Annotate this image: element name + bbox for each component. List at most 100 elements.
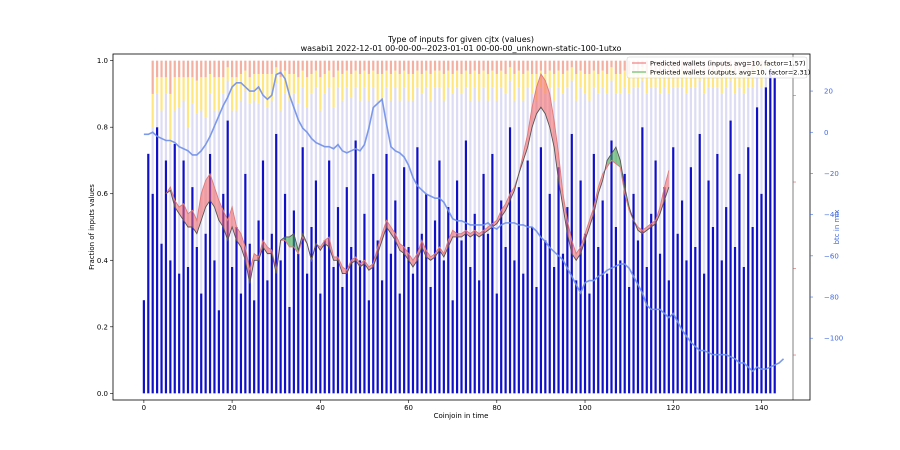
bar-segment [270,73,273,101]
bar-segment [160,110,163,244]
fill-between-segment [368,263,374,271]
bar-segment [394,60,397,71]
bar-segment [535,286,538,394]
y-tick-label: 0.8 [97,124,108,132]
bar-segment [438,70,441,88]
bar-segment [579,70,582,88]
bar-segment [394,200,397,394]
bar-segment [486,100,490,234]
bar-segment [235,227,238,394]
bar-segment [513,73,516,101]
bar-segment [716,87,719,154]
bar-segment [261,60,265,74]
bar-segment [398,73,401,101]
bar-segment [208,93,212,154]
bar-segment [725,70,728,88]
bar-segment [354,87,357,141]
bar-segment [733,73,737,94]
bar-segment [350,246,353,394]
bar-segment [169,93,172,144]
fill-between-segment [576,246,581,261]
bar-segment [314,180,318,394]
bar-segment [689,167,692,394]
fill-between-segment [386,220,391,234]
bar-segment [694,70,697,88]
bar-segment [142,300,145,394]
bar-segment [173,77,176,111]
bar-segment [403,60,406,71]
y-tick-label: 1.0 [97,57,108,65]
bar-segment [508,60,512,68]
bar-segment [195,80,198,114]
fill-between-segment [351,256,356,264]
bar-segment [447,87,450,208]
bar-segment [539,87,543,148]
bar-segment [733,246,737,394]
bar-segment [425,60,428,71]
bar-segment [407,73,410,101]
bar-segment [341,73,344,101]
fill-between-segment [554,120,559,181]
bar-segment [566,70,569,88]
bar-segment [376,240,379,394]
bar-segment [464,60,468,71]
bar-segment [226,67,229,81]
bar-segment [182,60,185,78]
bar-segment [160,77,163,111]
right-tick-label: −40 [824,211,839,219]
bar-segment [253,300,256,394]
bar-segment [297,253,300,394]
bar-segment [306,77,309,108]
bar-segment [628,93,631,287]
fill-between-segment [646,223,652,231]
bar-segment [222,60,225,78]
bar-segment [208,153,212,394]
bar-segment [491,60,494,71]
bar-segment [394,87,397,201]
bar-segment [575,100,578,281]
fill-between-segment [417,240,422,261]
bar-segment [592,153,595,394]
bar-segment [650,213,653,394]
bar-segment [156,93,159,128]
bar-segment [380,73,384,101]
bar-segment [248,60,251,78]
bar-segment [261,93,265,161]
fill-between-segment [439,246,444,257]
bar-segment [420,93,423,234]
bar-segment [566,87,569,208]
x-tick-label: 140 [755,404,768,412]
bar-segment [380,60,384,74]
bar-segment [292,73,295,94]
bar-segment [328,87,331,161]
bar-segment [522,60,525,74]
bar-segment [588,60,591,74]
bar-segment [425,87,428,194]
bar-segment [442,100,445,261]
bar-segment [526,60,529,71]
bar-segment [332,77,335,108]
bar-segment [698,80,701,134]
fill-between-segment [245,246,250,284]
fill-between-segment [474,230,480,237]
bar-segment [495,73,498,101]
right-tick-label: 20 [824,88,833,96]
bar-segment [513,60,516,74]
bar-segment [579,180,582,394]
plot-frame [112,53,811,401]
bar-segment [526,87,529,161]
bar-segment [610,80,613,141]
bar-segment [742,93,745,267]
bar-segment [747,87,750,148]
bar-segment [323,240,326,394]
fill-between-segment [390,227,396,241]
bar-segment [429,73,432,101]
bar-segment [760,70,763,88]
bar-segment [314,87,318,181]
bar-segment [204,60,207,78]
bar-segment [239,60,243,74]
bar-segment [588,100,591,294]
bar-segment [178,273,181,394]
bar-segment [310,93,313,227]
bar-segment [530,73,534,94]
